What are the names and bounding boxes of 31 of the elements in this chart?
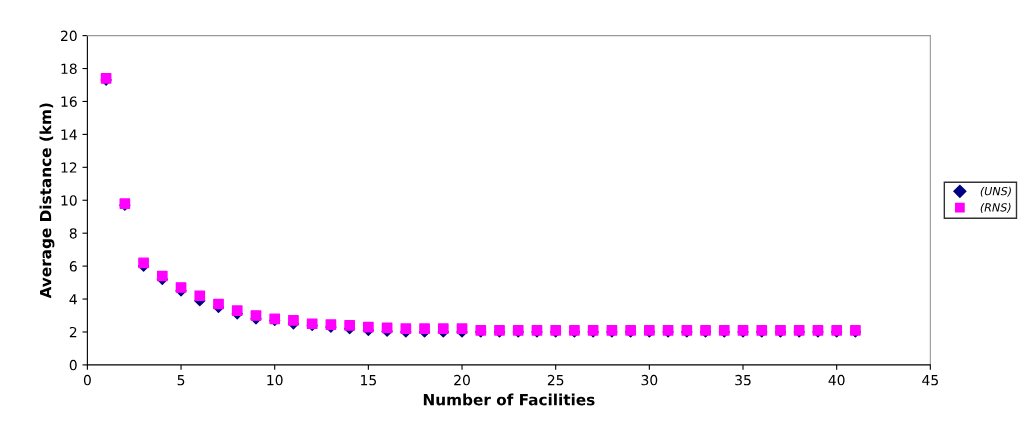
- x-tick-label: 25: [547, 374, 564, 386]
- y-tick-label: 18: [61, 63, 77, 74]
- point: [250, 310, 262, 321]
- x-tick-label: 45: [922, 375, 938, 386]
- x-tick-label: 5: [177, 375, 185, 386]
- y-tick-label: 0: [69, 359, 77, 371]
- point: [175, 282, 187, 293]
- y-tick-label: 12: [61, 162, 77, 173]
- x-tick-label: 30: [641, 374, 658, 386]
- y-tick-label: 8: [69, 228, 77, 239]
- legend-label: (RNS): [980, 203, 1011, 213]
- y-tick-label: 4: [69, 294, 77, 305]
- x-axis-title: Number of Facilities: [423, 393, 595, 406]
- x-tick-label: 35: [735, 374, 751, 386]
- y-tick-label: 20: [61, 30, 77, 42]
- x-tick-label: 15: [361, 375, 376, 386]
- x-tick-label: 40: [828, 374, 845, 386]
- y-tick-label: 6: [69, 261, 77, 272]
- point: [344, 320, 355, 331]
- x-tick-label: 0: [83, 374, 91, 386]
- point: [288, 315, 299, 326]
- y-tick-label: 16: [61, 96, 77, 107]
- legend-label: (UNS): [980, 186, 1011, 197]
- y-axis-title: Average Distance (km): [39, 103, 55, 299]
- y-tick-label: 10: [61, 195, 77, 206]
- point: [231, 305, 243, 316]
- x-tick-label: 20: [454, 374, 470, 386]
- y-tick-label: 14: [61, 129, 77, 140]
- x-tick-label: 10: [267, 374, 283, 386]
- point: [194, 290, 206, 302]
- y-tick-label: 2: [69, 326, 77, 338]
